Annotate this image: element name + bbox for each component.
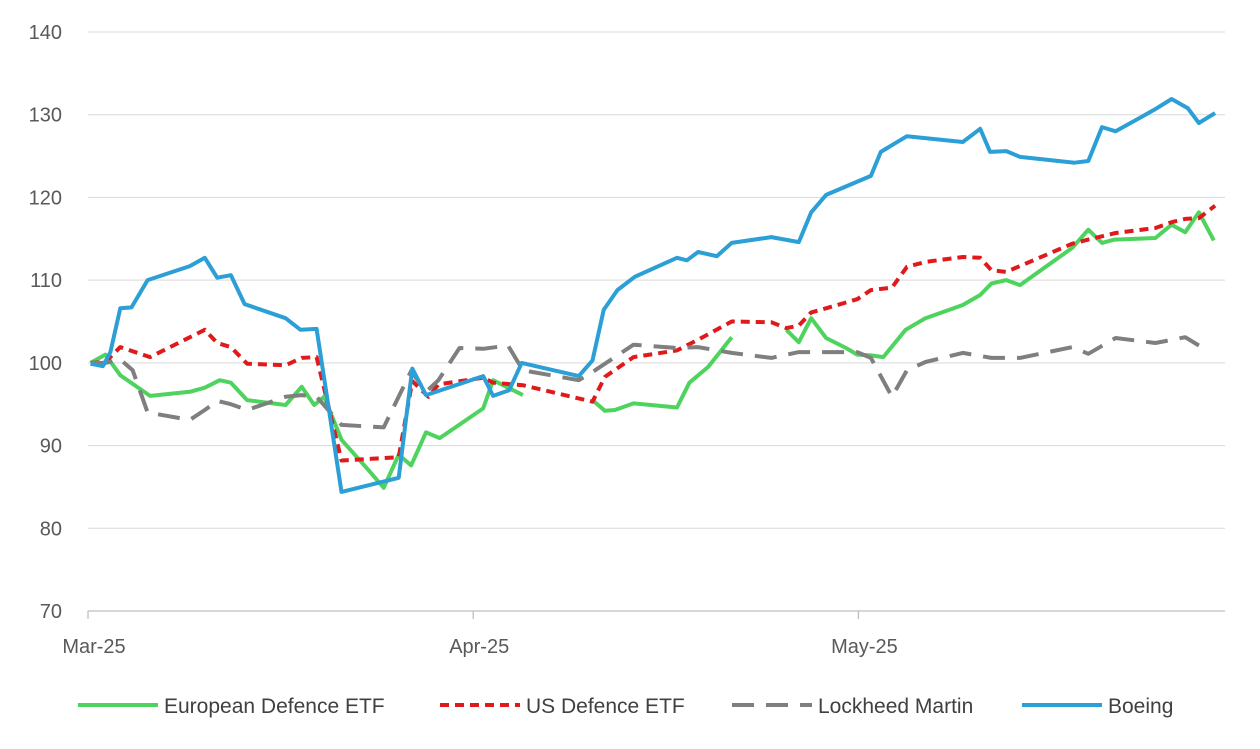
legend-label: US Defence ETF bbox=[526, 695, 685, 718]
series-line-european-defence-etf bbox=[89, 210, 1216, 490]
legend-label: European Defence ETF bbox=[164, 695, 385, 718]
x-tick-label: May-25 bbox=[831, 636, 898, 658]
gridlines bbox=[88, 31, 1225, 529]
y-tick-label: 120 bbox=[29, 187, 62, 209]
y-tick-label: 80 bbox=[40, 518, 62, 540]
legend-label: Boeing bbox=[1108, 695, 1173, 718]
y-tick-label: 110 bbox=[30, 270, 62, 292]
y-axis-ticks: 70 80 90 100 110 120 130 140 bbox=[29, 22, 62, 623]
x-tick-label: Apr-25 bbox=[449, 636, 509, 658]
y-tick-label: 70 bbox=[40, 601, 62, 623]
y-tick-label: 90 bbox=[40, 436, 62, 458]
series-line-us-defence-etf bbox=[90, 204, 1217, 463]
y-tick-label: 130 bbox=[29, 105, 62, 127]
y-tick-label: 100 bbox=[29, 353, 62, 375]
y-tick-label: 140 bbox=[29, 22, 62, 44]
legend: European Defence ETF US Defence ETF Lockhe… bbox=[78, 695, 1173, 718]
x-axis: Mar-25 Apr-25 May-25 bbox=[62, 610, 1225, 658]
series-line-boeing bbox=[90, 97, 1217, 494]
series-line-lockheed-martin bbox=[90, 335, 1200, 430]
x-tick-label: Mar-25 bbox=[62, 636, 125, 658]
series-lines bbox=[89, 97, 1217, 494]
legend-label: Lockheed Martin bbox=[818, 695, 973, 718]
